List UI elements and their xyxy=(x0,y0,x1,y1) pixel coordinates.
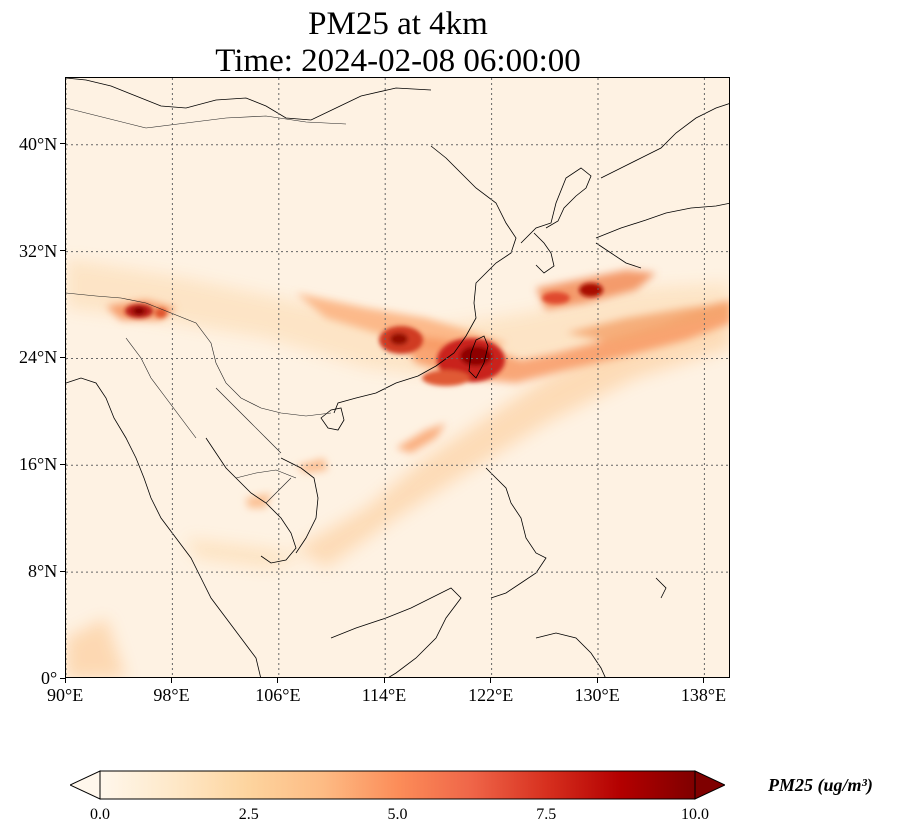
colorbar-tick-label: 2.5 xyxy=(238,806,259,823)
title-line-1: PM25 at 4km xyxy=(308,6,488,42)
pm25-haze-layer xyxy=(66,258,729,677)
title-line-2: Time: 2024-02-08 06:00:00 xyxy=(215,43,581,79)
y-tick-label: 40°N xyxy=(19,133,58,154)
country-borders xyxy=(66,107,347,504)
x-tick-label: 122°E xyxy=(468,685,514,705)
colorbar-gradient xyxy=(99,770,696,800)
y-tick-mark xyxy=(60,143,65,145)
y-tick-mark xyxy=(60,463,65,465)
y-tick-mark xyxy=(60,570,65,572)
x-tick-label: 114°E xyxy=(361,685,407,705)
x-tick-label: 90°E xyxy=(47,685,84,705)
coastlines xyxy=(66,78,729,677)
colorbar-tick-label: 7.5 xyxy=(536,806,557,823)
map-title: PM25 at 4km Time: 2024-02-08 06:00:00 xyxy=(0,6,796,80)
y-tick-mark xyxy=(60,356,65,358)
y-tick-label: 0° xyxy=(41,668,58,688)
y-tick-label: 32°N xyxy=(19,240,58,261)
colorbar-tick-label: 0.0 xyxy=(90,806,110,823)
y-tick-label: 16°N xyxy=(19,454,58,475)
y-tick-label: 24°N xyxy=(19,347,58,368)
y-tick-mark xyxy=(60,250,65,252)
x-tick-mark xyxy=(702,678,704,683)
colorbar-extend-min xyxy=(68,770,101,800)
y-tick-mark xyxy=(60,677,65,679)
colorbar-svg xyxy=(68,770,727,800)
x-tick-label: 138°E xyxy=(680,685,727,705)
x-tick-label: 106°E xyxy=(255,685,301,705)
map-panel xyxy=(65,77,730,678)
gridlines xyxy=(66,78,729,677)
colorbar xyxy=(68,770,727,800)
x-tick-mark xyxy=(64,678,66,683)
colorbar-label: PM25 (ug/m³) xyxy=(768,775,873,795)
colorbar-tick-label: 5.0 xyxy=(387,806,408,823)
x-tick-mark xyxy=(596,678,598,683)
x-tick-mark xyxy=(277,678,279,683)
x-tick-mark xyxy=(490,678,492,683)
colorbar-tick-label: 10.0 xyxy=(681,806,709,823)
x-tick-mark xyxy=(383,678,385,683)
x-tick-mark xyxy=(170,678,172,683)
pm25-core-layer xyxy=(125,283,603,386)
x-tick-label: 98°E xyxy=(153,685,190,705)
y-tick-label: 8°N xyxy=(28,561,58,582)
x-tick-label: 130°E xyxy=(574,685,620,705)
map-canvas xyxy=(66,78,729,677)
colorbar-extend-max xyxy=(694,770,727,800)
